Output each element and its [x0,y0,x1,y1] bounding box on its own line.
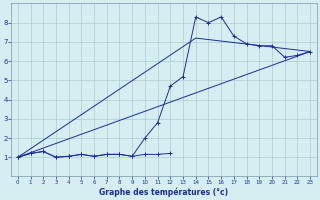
X-axis label: Graphe des températures (°c): Graphe des températures (°c) [100,187,228,197]
